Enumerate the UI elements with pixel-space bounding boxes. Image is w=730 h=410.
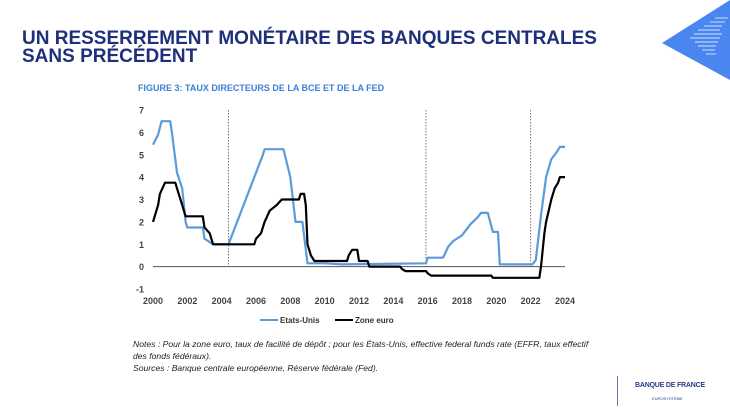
slide-title: UN RESSERREMENT MONÉTAIRE DES BANQUES CE…: [22, 28, 597, 67]
series-line-us: [152, 120, 565, 266]
y-tick-label: 3: [139, 195, 144, 205]
logo-sub: EUROSYSTÈME: [652, 396, 683, 401]
figure-title: FIGURE 3: TAUX DIRECTEURS DE LA BCE ET D…: [138, 83, 385, 93]
y-tick-label: 6: [139, 128, 144, 138]
x-tick-label: 2008: [280, 296, 300, 306]
x-tick-label: 2012: [349, 296, 369, 306]
x-tick-label: 2002: [177, 296, 197, 306]
x-tick-label: 2016: [418, 296, 438, 306]
y-tick-label: 4: [139, 173, 144, 183]
x-tick-label: 2024: [555, 296, 575, 306]
legend-label: Zone euro: [355, 316, 394, 325]
y-tick-label: 2: [139, 217, 144, 227]
y-tick-label: 0: [139, 262, 144, 272]
brand-triangle-icon: [662, 0, 730, 80]
legend-label: Etats-Unis: [280, 316, 320, 325]
x-tick-label: 2004: [212, 296, 232, 306]
notes: Notes : Pour la zone euro, taux de facil…: [133, 338, 603, 374]
banque-de-france-logo: BANQUE DE FRANCE EUROSYSTÈME: [617, 376, 717, 406]
rates-line-chart: -1 0 1 2 3 4 5 6 7 2000 2002 2004 2006 2008 2010 2012 20…: [136, 106, 575, 326]
y-tick-label: 7: [139, 106, 144, 116]
x-tick-label: 2022: [521, 296, 541, 306]
y-tick-label: -1: [136, 285, 144, 295]
x-tick-label: 2006: [246, 296, 266, 306]
x-tick-label: 2014: [383, 296, 403, 306]
x-tick-label: 2018: [452, 296, 472, 306]
x-tick-label: 2020: [486, 296, 506, 306]
y-tick-label: 1: [139, 240, 144, 250]
x-tick-label: 2000: [143, 296, 163, 306]
y-tick-label: 5: [139, 150, 144, 160]
logo-name: BANQUE DE FRANCE: [635, 382, 705, 389]
notes-text: Notes : Pour la zone euro, taux de facil…: [133, 339, 589, 361]
x-tick-label: 2010: [315, 296, 335, 306]
sources-text: Sources : Banque centrale européenne, Ré…: [133, 363, 379, 373]
series-line-euro: [151, 176, 565, 279]
